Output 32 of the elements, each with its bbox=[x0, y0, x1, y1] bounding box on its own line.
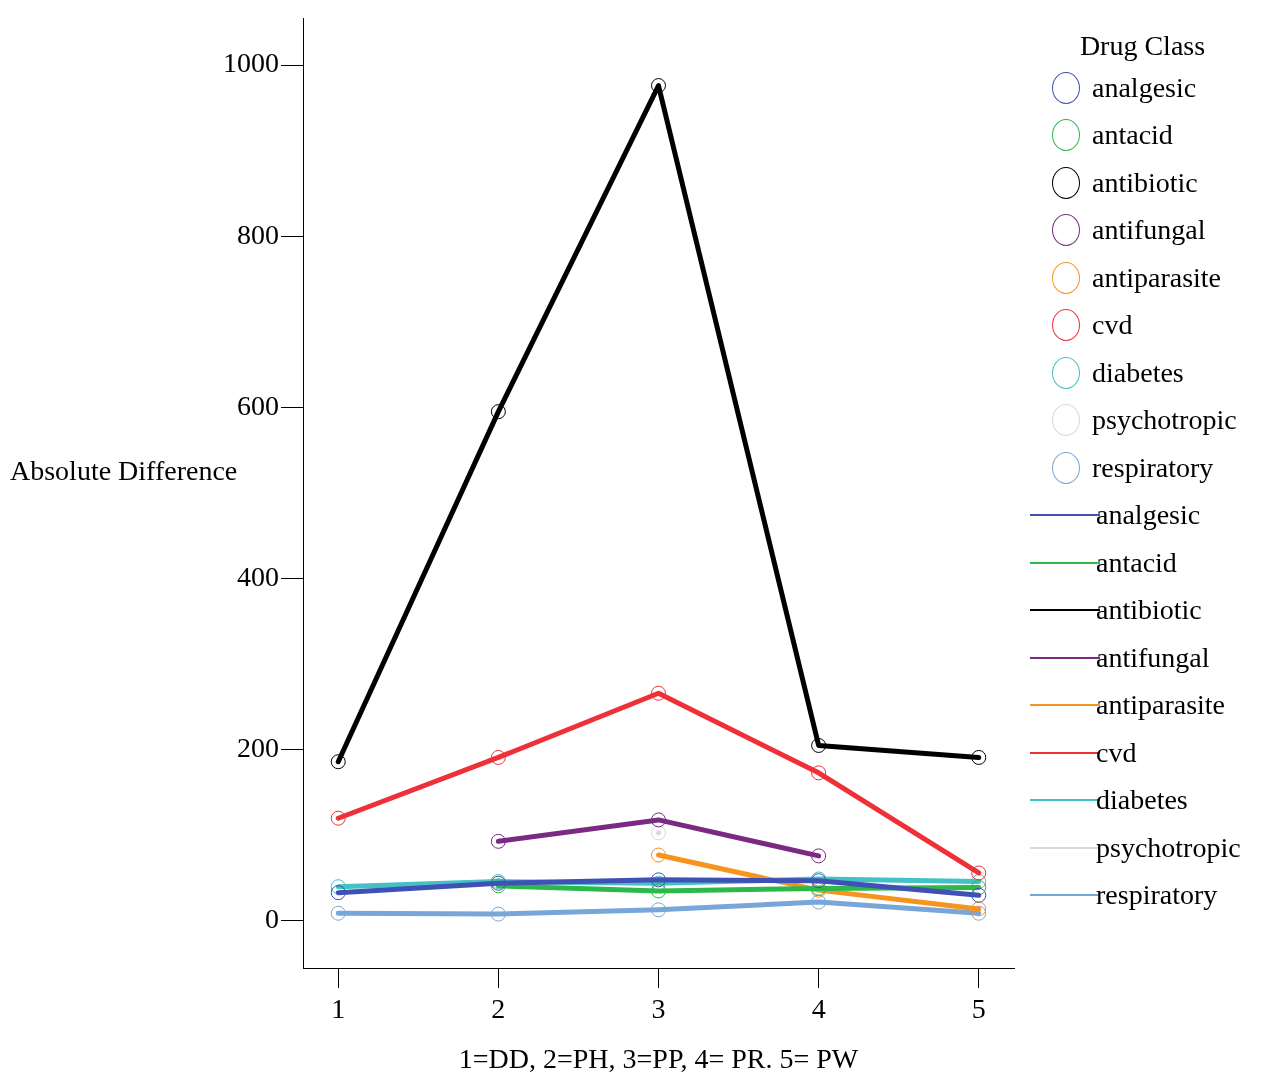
legend-label: respiratory bbox=[1096, 879, 1218, 912]
text: antifungal bbox=[1092, 214, 1206, 246]
legend-label: analgesic bbox=[1096, 499, 1201, 532]
y-tick-label: 0 bbox=[265, 903, 279, 935]
text: analgesic bbox=[1092, 71, 1197, 103]
y-tick-label: 600 bbox=[237, 389, 279, 421]
y-tick-label: 800 bbox=[237, 218, 279, 250]
legend-label: antiparasite bbox=[1096, 689, 1226, 722]
x-tick-label: 2 bbox=[491, 993, 506, 1025]
x-tick-label: 5 bbox=[971, 993, 986, 1025]
y-axis-title: Absolute Difference bbox=[10, 455, 238, 487]
text: cvd bbox=[1092, 309, 1133, 341]
legend-label: antacid bbox=[1096, 546, 1177, 579]
x-axis-title: 1=DD, 2=PH, 3=PP, 4= PR. 5= PW bbox=[457, 1043, 860, 1075]
y-tick-label: 200 bbox=[237, 732, 279, 764]
text: psychotropic bbox=[1092, 404, 1237, 436]
legend-label: psychotropic bbox=[1096, 831, 1241, 864]
text: diabetes bbox=[1092, 356, 1184, 388]
legend-label: antibiotic bbox=[1092, 166, 1198, 199]
y-tick-label: 1000 bbox=[223, 47, 279, 79]
legend-label: antifungal bbox=[1096, 641, 1210, 674]
legend-label: cvd bbox=[1096, 736, 1137, 769]
text: antacid bbox=[1092, 119, 1173, 151]
y-tick-label: 400 bbox=[237, 560, 279, 592]
text: respiratory bbox=[1092, 451, 1214, 483]
legend-label: diabetes bbox=[1096, 784, 1188, 817]
x-tick-label: 4 bbox=[811, 993, 826, 1025]
legend-title: Drug Class bbox=[1078, 30, 1207, 62]
x-tick-label: 1 bbox=[331, 993, 346, 1025]
text: antiparasite bbox=[1092, 261, 1222, 293]
x-tick-label: 3 bbox=[651, 993, 666, 1025]
text: antibiotic bbox=[1096, 594, 1202, 626]
